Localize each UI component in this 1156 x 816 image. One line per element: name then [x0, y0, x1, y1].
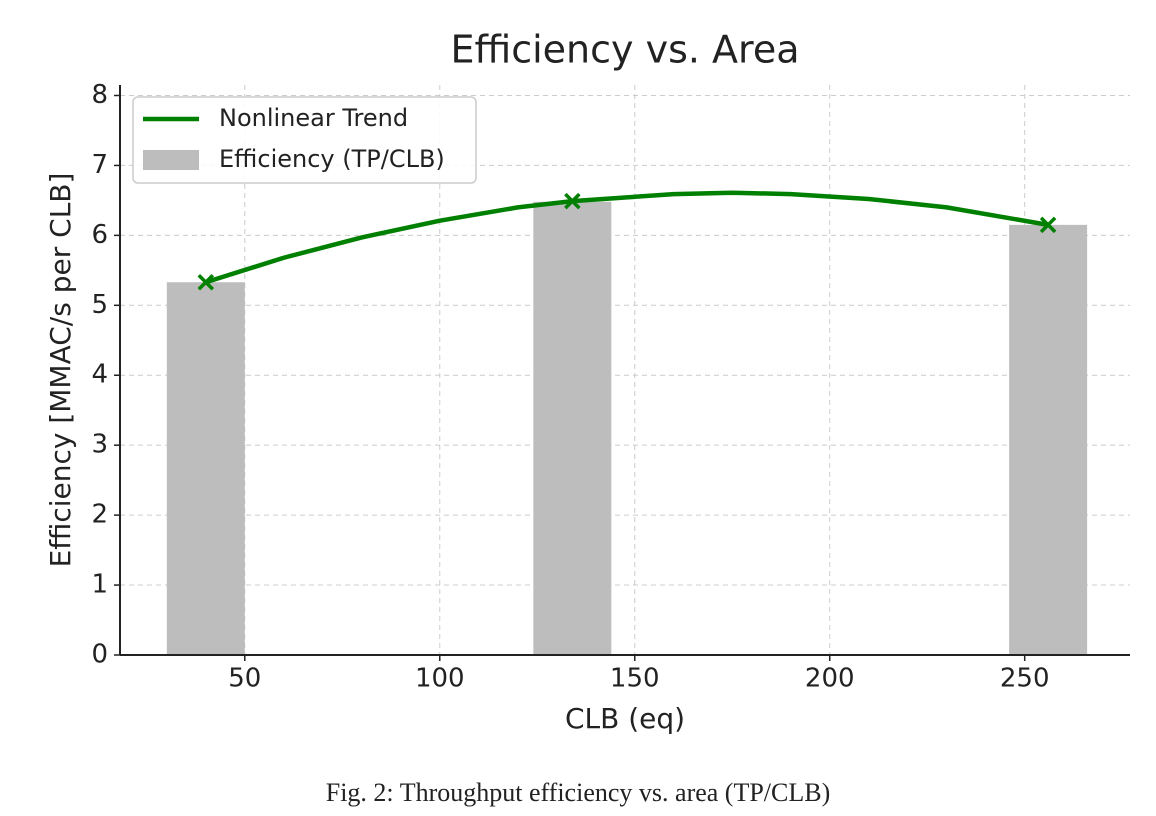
trend-line: [205, 190, 1049, 285]
x-tick-label: 50: [228, 664, 261, 694]
bar: [1009, 224, 1088, 655]
legend-swatch: [143, 150, 199, 170]
y-tick-label: 5: [91, 290, 108, 320]
y-tick-label: 0: [91, 640, 108, 670]
x-tick-label: 250: [1000, 664, 1050, 694]
y-tick-label: 7: [91, 150, 108, 180]
y-tick-label: 8: [91, 80, 108, 110]
marker: [1039, 216, 1057, 234]
y-tick-label: 6: [91, 220, 108, 250]
legend-label: Nonlinear Trend: [219, 104, 408, 132]
bar: [166, 282, 245, 655]
x-tick-label: 200: [805, 664, 855, 694]
legend-label: Efficiency (TP/CLB): [219, 145, 445, 173]
y-tick-label: 4: [91, 360, 108, 390]
chart-title: Efficiency vs. Area: [450, 28, 799, 72]
bar: [533, 201, 612, 655]
x-tick-label: 100: [415, 664, 465, 694]
marker: [197, 273, 215, 291]
y-tick-label: 1: [91, 570, 108, 600]
caption: Fig. 2: Throughput efficiency vs. area (…: [326, 778, 831, 807]
legend-box: [132, 96, 477, 184]
x-tick-label: 150: [610, 664, 660, 694]
x-axis-label: CLB (eq): [565, 702, 685, 735]
y-tick-label: 2: [91, 500, 108, 530]
y-tick-label: 3: [91, 430, 108, 460]
marker: [564, 192, 581, 210]
y-axis-label: Efficiency [MMAC/s per CLB]: [44, 173, 77, 568]
